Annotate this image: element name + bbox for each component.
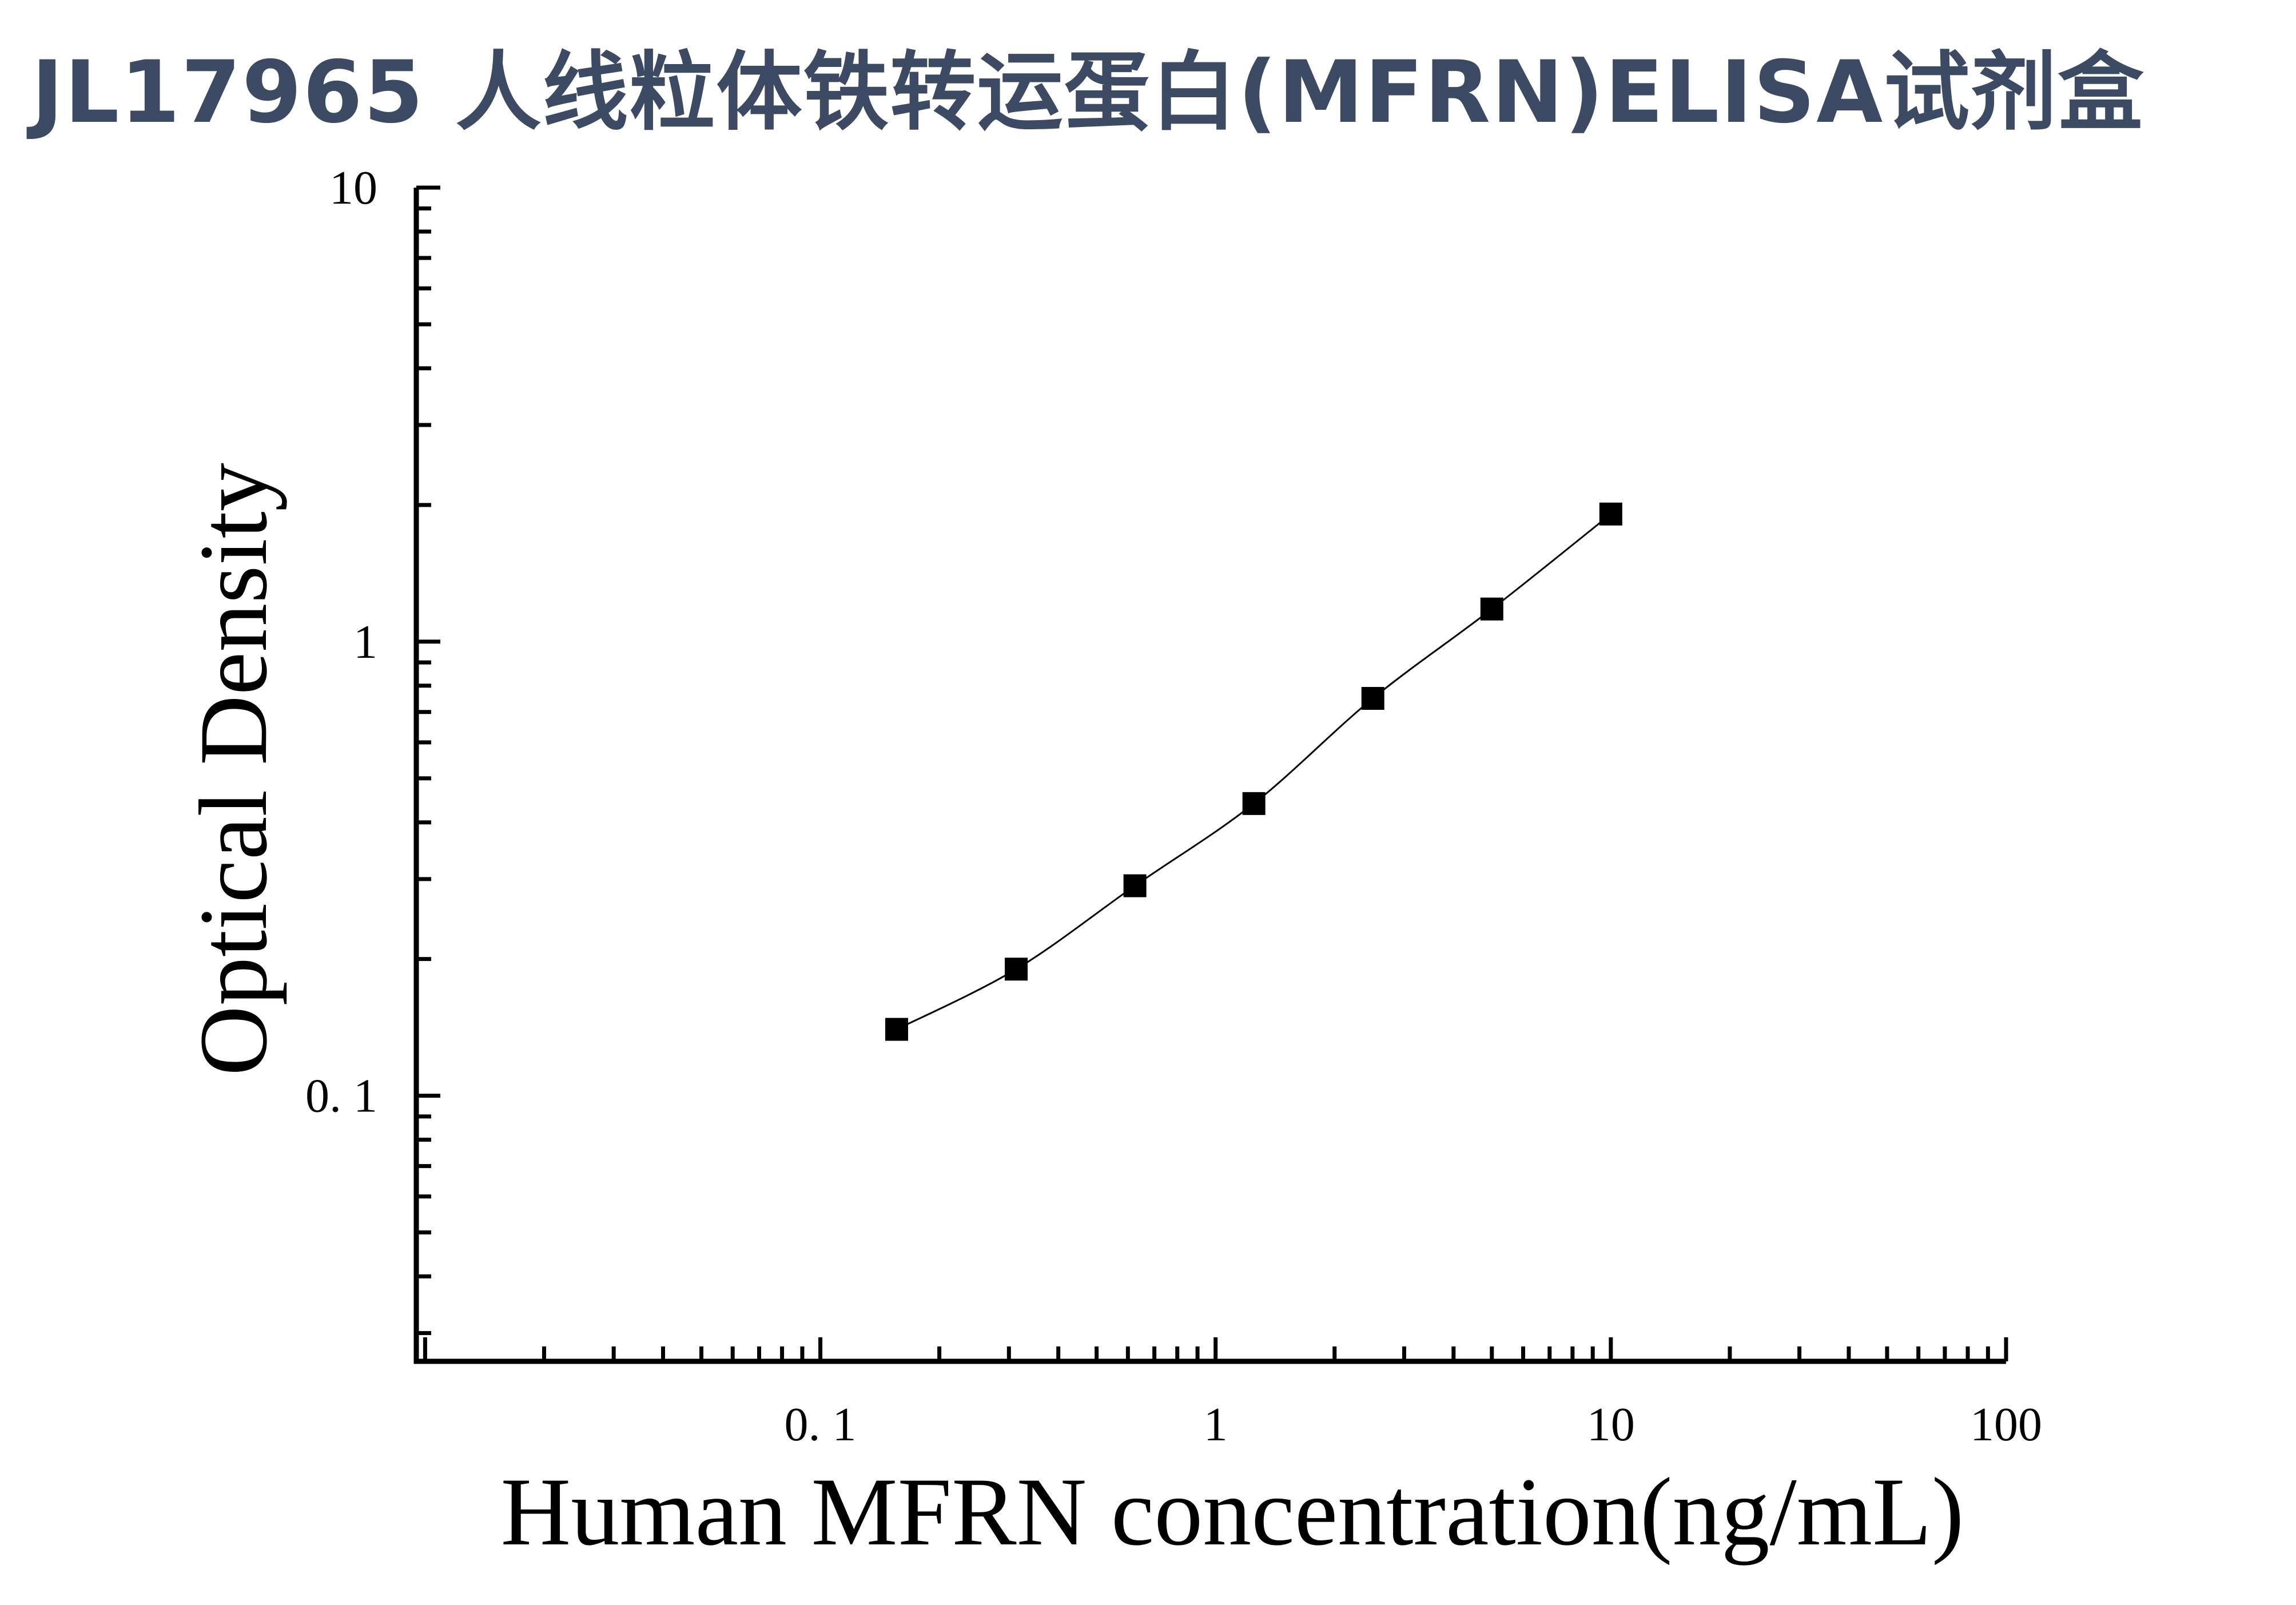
y-tick-label: 0. 1 (305, 1070, 377, 1123)
data-point (1361, 686, 1384, 710)
data-point (1005, 958, 1028, 981)
data-points-layer (885, 502, 1622, 1041)
data-point (1480, 597, 1503, 621)
x-axis-title: Human MFRN concentration(ng/mL) (501, 1458, 1964, 1566)
x-tick-label: 10 (1587, 1398, 1635, 1451)
data-point (885, 1018, 909, 1041)
axes: 0. 1 1 10 100 0. 1 1 10 (305, 161, 2042, 1451)
fit-curve-layer (896, 513, 1611, 1030)
data-point (1242, 792, 1266, 815)
data-point (1599, 502, 1622, 526)
y-tick-label: 10 (329, 161, 377, 214)
y-axis-title: Optical Density (180, 463, 287, 1076)
x-tick-label: 0. 1 (785, 1398, 857, 1451)
page-title: JL17965 人线粒体铁转运蛋白(MFRN)ELISA试剂盒 (31, 43, 2145, 142)
x-tick-label: 1 (1204, 1398, 1228, 1451)
y-tick-label: 1 (353, 615, 377, 669)
fit-curve (896, 513, 1611, 1030)
data-point (1123, 874, 1147, 897)
x-tick-label: 100 (1970, 1398, 2042, 1451)
